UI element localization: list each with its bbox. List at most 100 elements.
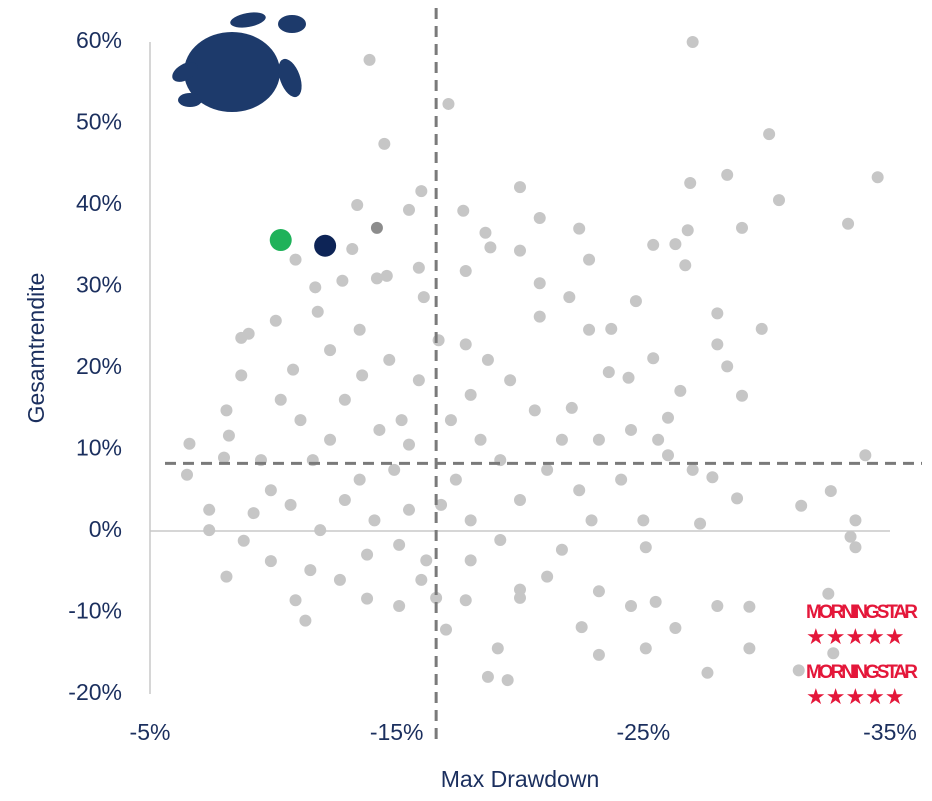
point (763, 128, 775, 140)
point (479, 227, 491, 239)
point (586, 514, 598, 526)
point (566, 402, 578, 414)
point (381, 270, 393, 282)
point (285, 499, 297, 511)
y-tick-label: -10% (68, 598, 122, 624)
x-tick-label: -25% (616, 719, 670, 745)
point (415, 185, 427, 197)
point (265, 484, 277, 496)
point (356, 369, 368, 381)
point (218, 452, 230, 464)
point (203, 504, 215, 516)
point (534, 212, 546, 224)
point (475, 434, 487, 446)
stars: ★★★★★ (806, 624, 905, 649)
point (270, 315, 282, 327)
point (647, 239, 659, 251)
point (440, 624, 452, 636)
point (534, 311, 546, 323)
point (662, 449, 674, 461)
point (465, 389, 477, 401)
point (248, 507, 260, 519)
stars: ★★★★★ (806, 684, 905, 709)
point (383, 354, 395, 366)
point (492, 642, 504, 654)
point (235, 332, 247, 344)
point (339, 494, 351, 506)
point (346, 243, 358, 255)
point (640, 541, 652, 553)
point (593, 434, 605, 446)
point (183, 438, 195, 450)
point (625, 424, 637, 436)
logo-text: MORNINGSTAR (806, 602, 918, 623)
point (334, 574, 346, 586)
logo-text: MORNINGSTAR (806, 662, 918, 683)
point (684, 177, 696, 189)
point (265, 555, 277, 567)
y-tick-label: 40% (76, 190, 122, 216)
point (294, 414, 306, 426)
point (388, 464, 400, 476)
point (482, 354, 494, 366)
turtle-logo (169, 10, 306, 112)
point (756, 323, 768, 335)
point (418, 291, 430, 303)
y-tick-label: 20% (76, 353, 122, 379)
point (457, 205, 469, 217)
x-tick-label: -15% (370, 719, 424, 745)
y-tick-label: -20% (68, 679, 122, 705)
point (304, 564, 316, 576)
point (541, 571, 553, 583)
point (484, 241, 496, 253)
point (420, 554, 432, 566)
point (482, 671, 494, 683)
x-tick-label: -5% (130, 719, 171, 745)
point (845, 531, 857, 543)
point (514, 584, 526, 596)
point (669, 238, 681, 250)
point (465, 554, 477, 566)
point (403, 504, 415, 516)
point (361, 593, 373, 605)
point (287, 364, 299, 376)
point (583, 254, 595, 266)
point (413, 262, 425, 274)
point (556, 544, 568, 556)
point (682, 224, 694, 236)
point (687, 464, 699, 476)
point (793, 664, 805, 676)
point (640, 642, 652, 654)
x-axis-label: Max Drawdown (441, 766, 600, 792)
y-tick-label: 60% (76, 27, 122, 53)
point (354, 324, 366, 336)
point (637, 514, 649, 526)
point (706, 471, 718, 483)
point (238, 535, 250, 547)
point (825, 485, 837, 497)
point (354, 474, 366, 486)
point (662, 412, 674, 424)
point (603, 366, 615, 378)
point (324, 434, 336, 446)
point (795, 500, 807, 512)
point (396, 414, 408, 426)
point (235, 369, 247, 381)
point (445, 414, 457, 426)
point (674, 385, 686, 397)
point (669, 622, 681, 634)
point (403, 204, 415, 216)
point (822, 588, 834, 600)
point (593, 585, 605, 597)
point (583, 324, 595, 336)
point (450, 474, 462, 486)
point (514, 181, 526, 193)
point (711, 307, 723, 319)
point (625, 600, 637, 612)
point (849, 541, 861, 553)
y-tick-label: 10% (76, 435, 122, 461)
point (442, 98, 454, 110)
x-tick-label: -35% (863, 719, 917, 745)
point (364, 54, 376, 66)
point (563, 291, 575, 303)
